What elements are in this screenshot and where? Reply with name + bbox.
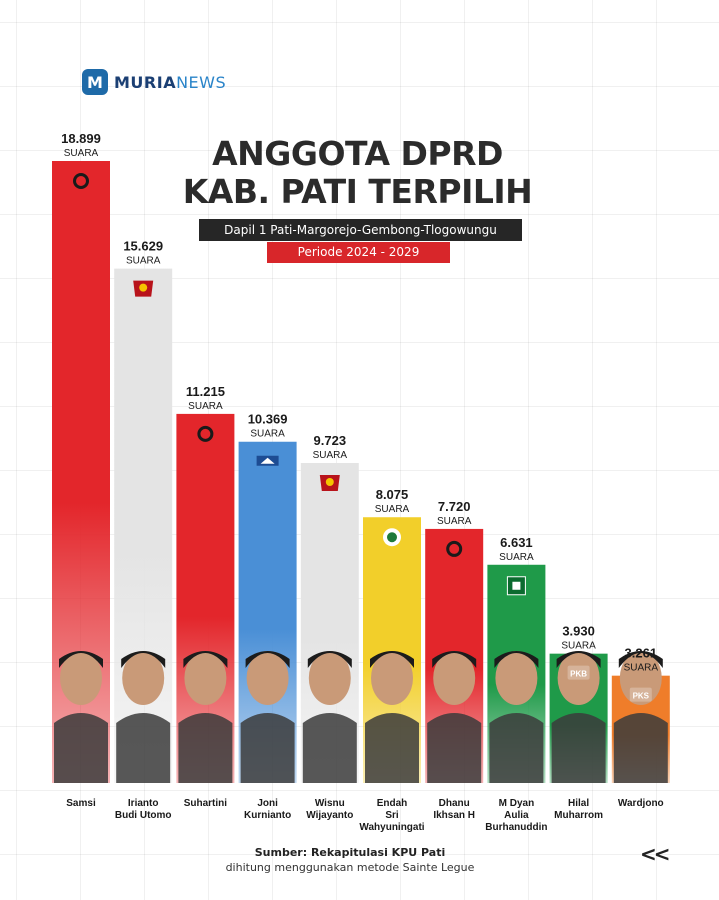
candidate-photo-8 xyxy=(551,651,606,783)
party-logo-icon-4 xyxy=(319,474,340,491)
candidate-photo-9 xyxy=(613,651,668,783)
candidate-name-7-line-1: Aulia xyxy=(504,810,529,821)
party-logo-icon-1 xyxy=(133,280,154,297)
dapil-banner: Dapil 1 Pati-Margorejo-Gembong-Tlogowung… xyxy=(199,219,522,241)
unit-label-1: SUARA xyxy=(126,256,161,267)
candidate-name-9-line-0: Wardjono xyxy=(618,798,664,809)
party-logo-icon-2 xyxy=(197,425,214,442)
value-label-1: 15.629 xyxy=(123,239,163,254)
unit-label-3: SUARA xyxy=(250,429,285,440)
candidate-name-8-line-0: Hilal xyxy=(568,798,589,809)
party-logo-icon-8: PKB xyxy=(567,665,590,680)
back-nav-button[interactable]: << xyxy=(640,842,670,866)
party-logo-icon-0 xyxy=(73,173,89,189)
candidate-photo-5 xyxy=(365,651,419,783)
candidate-name-1-line-1: Budi Utomo xyxy=(115,810,172,821)
candidate-name-4-line-0: Wisnu xyxy=(315,798,345,809)
candidate-name-0-line-0: Samsi xyxy=(66,798,96,809)
candidate-name-7-line-2: Burhanuddin xyxy=(485,822,547,833)
value-label-2: 11.215 xyxy=(186,384,225,399)
value-label-6: 7.720 xyxy=(438,499,471,514)
party-logo-icon-3 xyxy=(256,455,279,466)
candidate-name-3-line-0: Joni xyxy=(257,798,278,809)
candidate-photo-7 xyxy=(489,651,544,783)
candidate-name-6-line-0: Dhanu xyxy=(439,798,470,809)
unit-label-0: SUARA xyxy=(64,148,99,159)
candidate-name-6-line-1: Ikhsan H xyxy=(433,810,475,821)
candidate-photo-3 xyxy=(240,651,295,783)
unit-label-5: SUARA xyxy=(375,504,410,515)
candidate-photo-6 xyxy=(427,651,482,783)
source-note: Sumber: Rekapitulasi KPU Pati dihitung m… xyxy=(180,846,520,874)
party-logo-icon-7 xyxy=(506,576,526,596)
candidate-name-5-line-0: Endah xyxy=(377,798,408,809)
party-logo-icon-6 xyxy=(446,540,463,557)
candidate-name-3-line-1: Kurnianto xyxy=(244,810,291,821)
candidate-name-4-line-1: Wijayanto xyxy=(306,810,353,821)
candidate-name-7-line-0: M Dyan xyxy=(499,798,535,809)
value-label-4: 9.723 xyxy=(314,433,347,448)
value-label-0: 18.899 xyxy=(61,131,101,146)
value-label-8: 3.930 xyxy=(562,624,595,639)
party-logo-icon-5 xyxy=(383,528,401,547)
value-label-5: 8.075 xyxy=(376,487,409,502)
brand-name-light: NEWS xyxy=(176,72,227,92)
value-label-3: 10.369 xyxy=(248,412,288,427)
page-title: ANGGOTA DPRD KAB. PATI TERPILIH xyxy=(150,135,565,211)
brand-logo: M MURIANEWS xyxy=(82,69,226,95)
bar-1 xyxy=(114,268,173,783)
title-line-2: KAB. PATI TERPILIH xyxy=(182,172,533,211)
candidate-name-8-line-1: Muharrom xyxy=(554,810,603,821)
candidate-name-1-line-0: Irianto xyxy=(128,798,159,809)
candidate-photo-0 xyxy=(54,651,108,783)
brand-mark-icon: M xyxy=(82,69,108,95)
party-badge-label-8: PKB xyxy=(570,670,587,679)
unit-label-4: SUARA xyxy=(313,450,348,461)
unit-label-2: SUARA xyxy=(188,401,223,412)
unit-label-6: SUARA xyxy=(437,516,472,527)
party-logo-icon-9: PKS xyxy=(629,687,652,702)
source-method: dihitung menggunakan metode Sainte Legue xyxy=(225,861,475,874)
brand-name: MURIANEWS xyxy=(114,73,226,92)
candidate-photo-2 xyxy=(178,651,233,783)
unit-label-7: SUARA xyxy=(499,552,534,563)
title-line-1: ANGGOTA DPRD xyxy=(212,134,503,173)
value-label-9: 3.261 xyxy=(625,646,658,661)
party-badge-label-9: PKS xyxy=(633,692,650,701)
unit-label-9: SUARA xyxy=(624,663,659,674)
source-main: Sumber: Rekapitulasi KPU Pati xyxy=(254,846,446,859)
candidate-photo-1 xyxy=(116,651,171,783)
brand-name-bold: MURIA xyxy=(114,72,177,92)
candidate-name-5-line-2: Wahyuningati xyxy=(359,822,424,833)
candidate-photo-4 xyxy=(302,651,357,783)
candidate-name-2-line-0: Suhartini xyxy=(184,798,228,809)
periode-banner: Periode 2024 - 2029 xyxy=(267,242,450,263)
candidate-name-5-line-1: Sri xyxy=(385,810,399,821)
unit-label-8: SUARA xyxy=(561,641,596,652)
value-label-7: 6.631 xyxy=(500,535,533,550)
